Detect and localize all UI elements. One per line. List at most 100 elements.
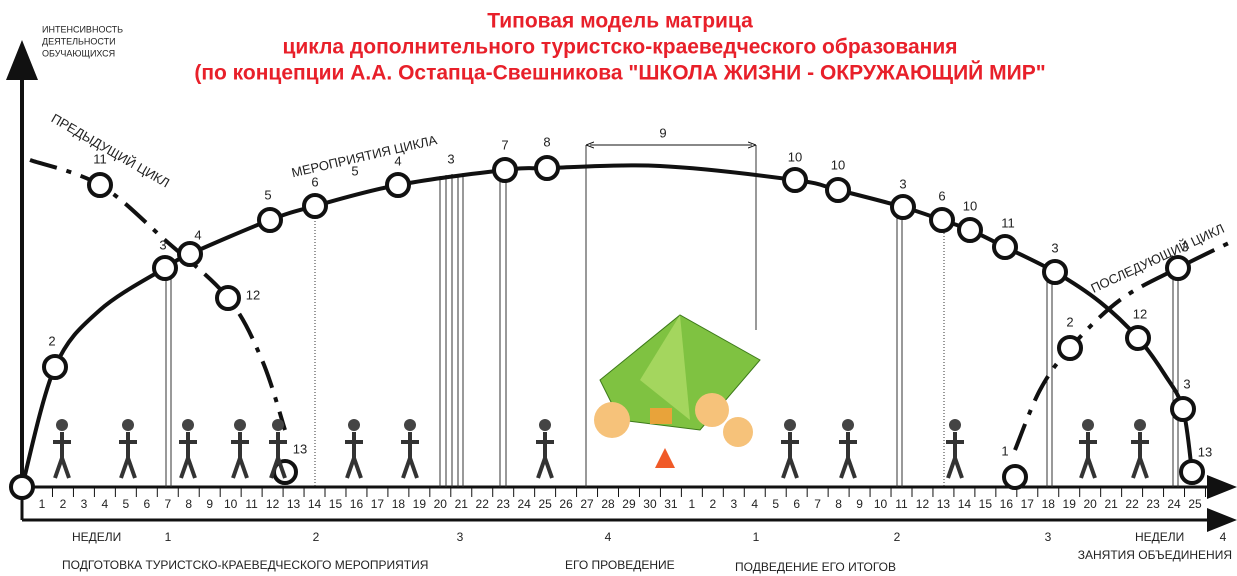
week-label: 6 bbox=[143, 497, 150, 511]
node bbox=[1004, 466, 1026, 488]
week-label: 3 bbox=[730, 497, 737, 511]
node-label: 10 bbox=[788, 149, 802, 164]
node bbox=[827, 179, 849, 201]
node-label: 6 bbox=[938, 188, 945, 203]
node bbox=[994, 236, 1016, 258]
week-label: 19 bbox=[1063, 497, 1077, 511]
week-label: 25 bbox=[1188, 497, 1202, 511]
week-label: 10 bbox=[224, 497, 238, 511]
month-label: 4 bbox=[1220, 530, 1227, 544]
node-label: 3 bbox=[447, 151, 454, 166]
title-line: (по концепции А.А. Остапца-Свешникова "Ш… bbox=[194, 61, 1045, 85]
node-label: 3 bbox=[159, 237, 166, 252]
week-label: 27 bbox=[580, 497, 594, 511]
node-label: 5 bbox=[351, 163, 358, 178]
node bbox=[217, 287, 239, 309]
week-label: 1 bbox=[39, 497, 46, 511]
node bbox=[89, 174, 111, 196]
week-label: 4 bbox=[751, 497, 758, 511]
week-label: 8 bbox=[185, 497, 192, 511]
node bbox=[1181, 461, 1203, 483]
figure-head bbox=[234, 419, 246, 431]
figure-body bbox=[53, 432, 71, 478]
week-label: 10 bbox=[874, 497, 888, 511]
week-label: 2 bbox=[60, 497, 67, 511]
week-label: 17 bbox=[1021, 497, 1035, 511]
week-label: 11 bbox=[895, 497, 908, 511]
phase-label: ПОДГОТОВКА ТУРИСТСКО-КРАЕВЕДЧЕСКОГО МЕРО… bbox=[62, 558, 428, 572]
node-label: 6 bbox=[311, 174, 318, 189]
node bbox=[494, 159, 516, 181]
figure-head bbox=[539, 419, 551, 431]
camp-illustration bbox=[594, 315, 760, 468]
node-label: 3 bbox=[1181, 239, 1188, 254]
week-label: 29 bbox=[622, 497, 636, 511]
figure-head bbox=[348, 419, 360, 431]
week-label: 23 bbox=[497, 497, 511, 511]
week-label: 1 bbox=[689, 497, 696, 511]
figure-head bbox=[122, 419, 134, 431]
y-axis-label: ИНТЕНСИВНОСТЬ bbox=[42, 24, 123, 34]
figure-body bbox=[536, 432, 554, 478]
figure-body bbox=[231, 432, 249, 478]
node bbox=[1059, 337, 1081, 359]
node-label: 8 bbox=[543, 134, 550, 149]
week-label: 19 bbox=[413, 497, 427, 511]
node-label: 11 bbox=[93, 151, 107, 166]
figure-body bbox=[1131, 432, 1149, 478]
node-label: 3 bbox=[1183, 376, 1190, 391]
figure-head bbox=[1082, 419, 1094, 431]
node bbox=[179, 243, 201, 265]
week-label: 25 bbox=[538, 497, 552, 511]
week-label: 9 bbox=[206, 497, 213, 511]
week-label: 14 bbox=[958, 497, 972, 511]
figure-body bbox=[1079, 432, 1097, 478]
month-label: 4 bbox=[605, 530, 612, 544]
figure-body bbox=[119, 432, 137, 478]
month-label: 3 bbox=[457, 530, 464, 544]
week-label: 24 bbox=[517, 497, 531, 511]
figure-body bbox=[345, 432, 363, 478]
week-label: 21 bbox=[455, 497, 469, 511]
weeks-label: НЕДЕЛИ bbox=[72, 530, 121, 544]
week-label: 22 bbox=[1125, 497, 1139, 511]
week-label: 26 bbox=[559, 497, 573, 511]
week-label: 11 bbox=[245, 497, 258, 511]
node-label: 13 bbox=[293, 441, 307, 456]
node-label: 7 bbox=[501, 137, 508, 152]
node-label: 2 bbox=[48, 333, 55, 348]
month-label: 3 bbox=[1045, 530, 1052, 544]
node-label: 2 bbox=[1066, 314, 1073, 329]
week-label: 31 bbox=[664, 497, 678, 511]
week-label: 5 bbox=[123, 497, 130, 511]
week-label: 20 bbox=[1084, 497, 1098, 511]
node-label: 5 bbox=[264, 187, 271, 202]
node-label: 11 bbox=[1001, 215, 1015, 230]
node bbox=[154, 257, 176, 279]
week-label: 24 bbox=[1167, 497, 1181, 511]
node-label: 12 bbox=[246, 287, 260, 302]
week-label: 13 bbox=[937, 497, 951, 511]
figure-body bbox=[179, 432, 197, 478]
node-label: 12 bbox=[1133, 306, 1147, 321]
week-label: 17 bbox=[371, 497, 385, 511]
y-axis-label: ДЕЯТЕЛЬНОСТИ bbox=[42, 36, 116, 46]
node-label: 1 bbox=[1001, 443, 1008, 458]
node bbox=[892, 196, 914, 218]
figure-head bbox=[182, 419, 194, 431]
interval-label: 9 bbox=[659, 125, 666, 140]
week-label: 3 bbox=[81, 497, 88, 511]
month-label: 2 bbox=[313, 530, 320, 544]
month-label: 2 bbox=[894, 530, 901, 544]
figure-body bbox=[401, 432, 419, 478]
phase-label: ЕГО ПРОВЕДЕНИЕ bbox=[565, 558, 675, 572]
main-curve bbox=[22, 165, 1192, 487]
diagram: Типовая модель матрица цикла дополнитель… bbox=[0, 0, 1237, 576]
node bbox=[1127, 327, 1149, 349]
figure-body bbox=[781, 432, 799, 478]
week-label: 5 bbox=[772, 497, 779, 511]
week-label: 28 bbox=[601, 497, 615, 511]
week-label: 8 bbox=[835, 497, 842, 511]
week-label: 22 bbox=[476, 497, 490, 511]
figure-head bbox=[404, 419, 416, 431]
